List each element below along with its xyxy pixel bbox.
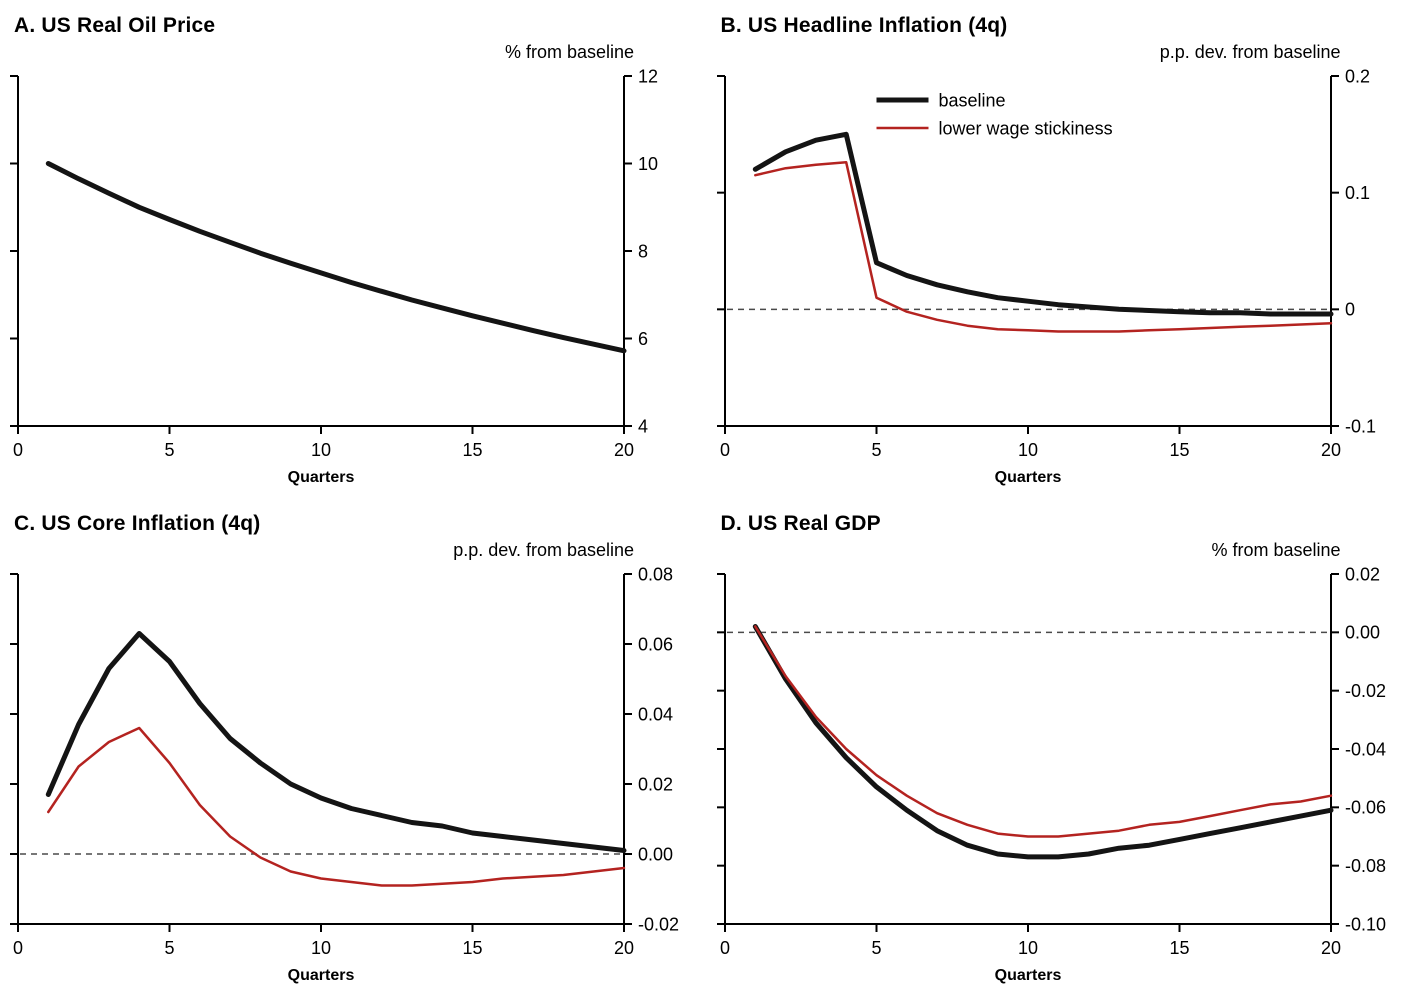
x-tick-label: 0: [13, 938, 23, 958]
y-tick-label: 8: [638, 241, 648, 261]
series-line-baseline: [752, 623, 1333, 859]
chart-svg-c: -0.02 0.00 0.02 0.04 0.06 0.08 0 5 10 15 20 Quarter…: [10, 564, 679, 984]
y-tick-label: 0.02: [638, 774, 673, 794]
x-tick-label: 15: [1169, 440, 1189, 460]
series-line-baseline: [752, 131, 1333, 317]
panel-a-chart: 4 6 8 10 12 0 5 10 15 20 Quarters: [4, 66, 704, 490]
x-tick-label: 10: [311, 440, 331, 460]
x-tick-label: 10: [1017, 440, 1037, 460]
y-tick-label: -0.08: [1345, 856, 1386, 876]
x-axis-title: Quarters: [288, 967, 355, 984]
x-tick-label: 15: [462, 938, 482, 958]
series-line-lower-wage-stickiness: [47, 726, 626, 887]
y-tick-label: 0.00: [1345, 622, 1380, 642]
y-tick-label: 6: [638, 329, 648, 349]
y-tick-label: 0: [1345, 299, 1355, 319]
y-tick-label: 0.1: [1345, 183, 1370, 203]
y-tick-label: -0.10: [1345, 914, 1386, 934]
panel-d-unit-label: % from baseline: [1211, 540, 1341, 561]
x-tick-label: 15: [1169, 938, 1189, 958]
panel-grid: A. US Real Oil Price % from baseline 4 6 8…: [0, 6, 1413, 988]
chart-svg-d: -0.10 -0.08 -0.06 -0.04 -0.02 0.00 0.02 0 5 10 15 2…: [716, 564, 1386, 984]
y-tick-label: -0.06: [1345, 797, 1386, 817]
y-tick-label: 4: [638, 416, 648, 436]
series-line-lower-wage-stickiness: [753, 624, 1332, 838]
y-tick-label: -0.04: [1345, 739, 1386, 759]
x-tick-label: 20: [614, 938, 634, 958]
legend-label: baseline: [938, 90, 1005, 110]
y-tick-label: -0.02: [638, 914, 679, 934]
panel-b-unit-label: p.p. dev. from baseline: [1159, 42, 1341, 63]
panel-c-unit-label: p.p. dev. from baseline: [453, 540, 634, 561]
x-tick-label: 20: [614, 440, 634, 460]
legend-label: lower wage stickiness: [938, 118, 1112, 138]
y-tick-label: -0.1: [1345, 416, 1376, 436]
y-tick-label: 10: [638, 154, 658, 174]
y-tick-label: 0.2: [1345, 66, 1370, 86]
chart-svg-b: -0.1 0 0.1 0.2 0 5 10 15 20 Quarters baseline lower…: [716, 66, 1376, 486]
series-line-baseline: [45, 160, 627, 354]
panel-d: D. US Real GDP % from baseline -0.10 -0.0…: [707, 504, 1413, 988]
x-tick-label: 5: [164, 440, 174, 460]
x-tick-label: 5: [871, 938, 881, 958]
panel-c: C. US Core Inflation (4q) p.p. dev. from…: [0, 504, 706, 988]
panel-b: B. US Headline Inflation (4q) p.p. dev. …: [707, 6, 1413, 490]
panel-b-chart: -0.1 0 0.1 0.2 0 5 10 15 20 Quarters baseline lower…: [711, 66, 1411, 490]
series-line-baseline: [45, 630, 627, 853]
x-tick-label: 10: [311, 938, 331, 958]
x-tick-label: 10: [1017, 938, 1037, 958]
x-tick-label: 15: [462, 440, 482, 460]
x-axis-title: Quarters: [288, 469, 355, 486]
panel-c-title: C. US Core Inflation (4q): [14, 511, 261, 535]
x-axis-title: Quarters: [994, 967, 1061, 984]
x-tick-label: 0: [719, 938, 729, 958]
y-tick-label: 12: [638, 66, 658, 86]
y-tick-label: 0.06: [638, 634, 673, 654]
x-tick-label: 20: [1320, 938, 1340, 958]
x-tick-label: 0: [13, 440, 23, 460]
x-tick-label: 20: [1320, 440, 1340, 460]
x-tick-label: 5: [871, 440, 881, 460]
series-line-lower-wage-stickiness: [753, 160, 1332, 333]
panel-c-chart: -0.02 0.00 0.02 0.04 0.06 0.08 0 5 10 15 20 Quarter…: [4, 564, 704, 988]
y-tick-label: -0.02: [1345, 681, 1386, 701]
x-axis-title: Quarters: [994, 469, 1061, 486]
panel-a: A. US Real Oil Price % from baseline 4 6 8…: [0, 6, 706, 490]
y-tick-label: 0.04: [638, 704, 673, 724]
y-tick-label: 0.00: [638, 844, 673, 864]
x-tick-label: 0: [719, 440, 729, 460]
panel-d-chart: -0.10 -0.08 -0.06 -0.04 -0.02 0.00 0.02 0 5 10 15 2…: [711, 564, 1411, 988]
panel-b-title: B. US Headline Inflation (4q): [720, 14, 1008, 37]
chart-svg-a: 4 6 8 10 12 0 5 10 15 20 Quarters: [10, 66, 658, 486]
panel-a-unit-label: % from baseline: [504, 42, 634, 63]
x-tick-label: 5: [164, 938, 174, 958]
panel-d-title: D. US Real GDP: [720, 511, 881, 535]
panel-a-title: A. US Real Oil Price: [14, 14, 216, 37]
y-tick-label: 0.08: [638, 564, 673, 584]
y-tick-label: 0.02: [1345, 564, 1380, 584]
